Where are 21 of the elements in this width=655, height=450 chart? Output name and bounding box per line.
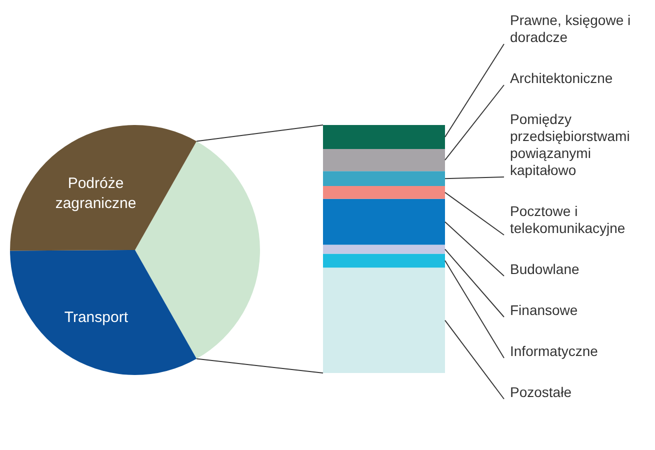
pie-slice	[135, 141, 260, 359]
bar	[323, 186, 445, 199]
text: Prawne, księgowe i doradcze	[510, 12, 631, 45]
text: Informatyczne	[510, 343, 598, 359]
bar	[323, 125, 445, 150]
bar	[323, 244, 445, 254]
bar	[323, 198, 445, 245]
bar	[323, 254, 445, 268]
slice-label: Podróże zagraniczne	[55, 175, 136, 212]
text: Pocztowe i telekomunikacyjne	[510, 203, 626, 236]
bar	[323, 268, 445, 373]
text: Pomiędzy przedsiębiorstwami powiązanymi kapitałowo	[510, 111, 630, 178]
text: Architektoniczne	[510, 70, 613, 86]
pie-slice	[10, 250, 197, 375]
slice-label: Transport	[64, 309, 129, 326]
text: Pozostałe	[510, 384, 572, 400]
text: Budowlane	[510, 261, 580, 277]
bar	[323, 149, 445, 172]
text: Finansowe	[510, 302, 578, 318]
bar	[323, 171, 445, 186]
pie-slice	[10, 125, 197, 251]
